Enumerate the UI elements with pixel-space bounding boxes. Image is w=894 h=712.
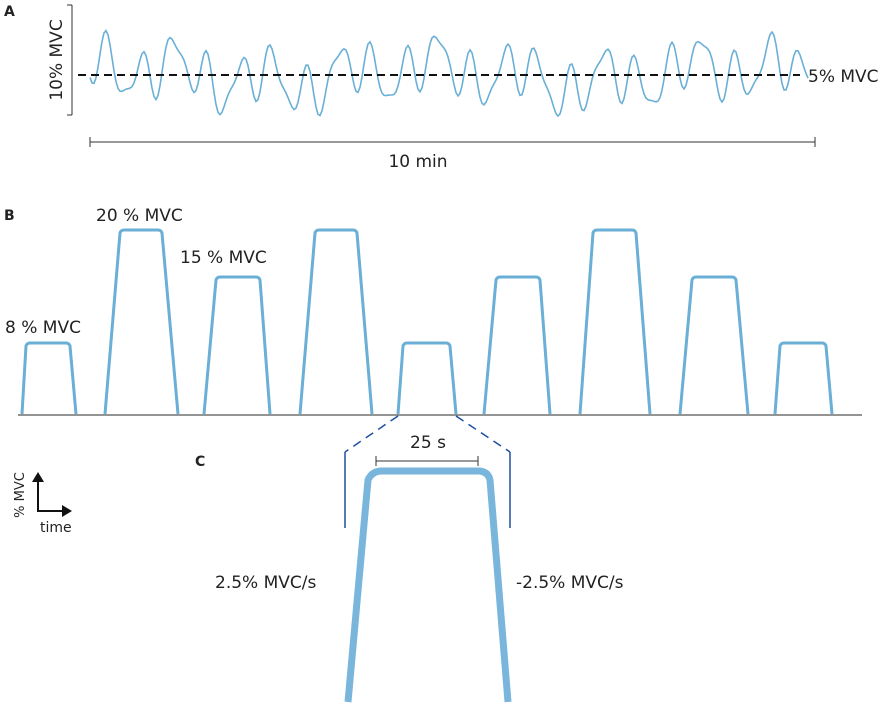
pulse: [396, 341, 458, 415]
panel-label: A: [4, 4, 15, 20]
pulses: [20, 228, 834, 415]
force-signal: [89, 29, 809, 118]
level-label: 15 % MVC: [180, 248, 267, 268]
pulse: [578, 228, 652, 415]
duration-label: 10 min: [388, 152, 447, 172]
ramp-label: -2.5% MVC/s: [516, 573, 624, 593]
pulse: [482, 275, 552, 415]
ramp-label: 2.5% MVC/s: [215, 573, 316, 593]
level-label: 20 % MVC: [96, 206, 183, 226]
zoomed-pulse: [344, 467, 512, 703]
panel-label: B: [4, 208, 15, 224]
panel-label: C: [195, 454, 205, 470]
baseline-label: 5% MVC: [808, 67, 879, 87]
pulse: [20, 341, 78, 415]
y-axis-label: 10% MVC: [47, 19, 67, 100]
zoom-line: [455, 415, 511, 453]
pulse: [298, 228, 374, 415]
plateau-label: 25 s: [410, 433, 446, 453]
pulse: [103, 228, 180, 415]
pulse: [678, 275, 750, 415]
icon-x-label: time: [40, 520, 72, 536]
arrow-head: [32, 472, 44, 482]
zoom-line: [344, 415, 399, 453]
pulse: [202, 275, 272, 415]
arrow-head: [62, 505, 72, 517]
icon-y-label: % MVC: [13, 472, 28, 518]
pulse: [773, 341, 834, 415]
level-label: 8 % MVC: [5, 318, 81, 338]
